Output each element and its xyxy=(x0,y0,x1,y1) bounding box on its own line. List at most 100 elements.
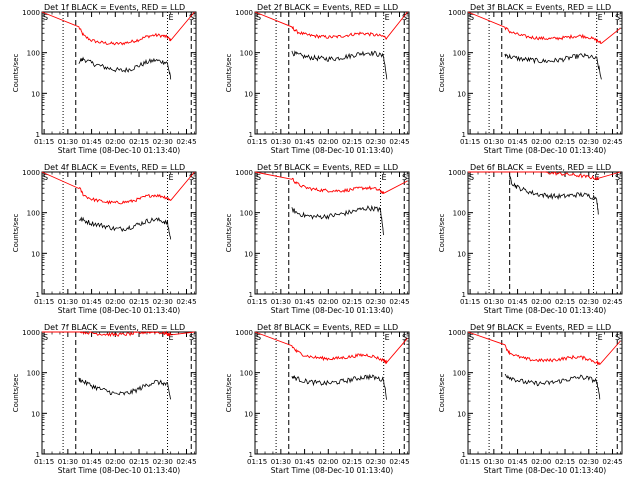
x-tick-label: 02:45 xyxy=(176,298,196,306)
y-axis-label: Counts/sec xyxy=(438,54,446,93)
x-tick-label: 02:30 xyxy=(153,138,173,146)
panel-title: Det 4f BLACK = Events, RED = LLD xyxy=(44,163,185,172)
x-tick-label: 02:00 xyxy=(105,298,125,306)
end-marker-label: E xyxy=(598,13,603,22)
x-axis-label: Start Time (08-Dec-10 01:13:40) xyxy=(484,306,606,315)
panel-title: Det 7f BLACK = Events, RED = LLD xyxy=(44,323,185,332)
x-tick-label: 02:45 xyxy=(389,298,409,306)
series-events-line xyxy=(78,56,172,80)
y-tick-label: 1000 xyxy=(235,329,253,337)
y-tick-label: 1 xyxy=(462,451,466,459)
x-tick-label: 02:00 xyxy=(105,458,125,466)
series-lld-line xyxy=(41,171,195,205)
panel-det-7: Det 7f BLACK = Events, RED = LLD 1 10 100 10… xyxy=(12,323,197,475)
x-axis-label: Start Time (08-Dec-10 01:13:40) xyxy=(271,466,393,475)
plot-frame xyxy=(467,11,623,135)
x-tick-label: 01:15 xyxy=(34,458,54,466)
end-marker-label: E xyxy=(385,333,390,342)
x-axis-label: Start Time (08-Dec-10 01:13:40) xyxy=(58,146,180,155)
y-tick-label: 1000 xyxy=(22,169,40,177)
x-tick-label: 02:15 xyxy=(129,298,149,306)
y-tick-label: 10 xyxy=(457,250,466,258)
y-tick-label: 10 xyxy=(244,250,253,258)
x-tick-label: 01:15 xyxy=(247,138,267,146)
x-tick-label: 01:45 xyxy=(81,298,101,306)
y-tick-label: 10 xyxy=(457,90,466,98)
plot-frame xyxy=(467,331,623,455)
start-marker-label-right: S xyxy=(402,13,407,22)
y-tick-label: 100 xyxy=(27,370,40,378)
panel-title: Det 9f BLACK = Events, RED = LLD xyxy=(470,323,611,332)
series-lld-line xyxy=(467,11,621,45)
start-marker-label-right: S xyxy=(615,13,620,22)
x-tick-label: 01:30 xyxy=(271,458,291,466)
x-tick-label: 01:30 xyxy=(58,138,78,146)
series-events-line xyxy=(291,204,385,236)
plot-frame xyxy=(254,171,410,295)
y-tick-label: 1000 xyxy=(448,329,466,337)
y-tick-label: 1000 xyxy=(448,9,466,17)
y-tick-label: 1 xyxy=(249,451,253,459)
x-tick-label: 01:30 xyxy=(484,298,504,306)
y-tick-label: 10 xyxy=(31,90,40,98)
panel-title: Det 6f BLACK = Events, RED = LLD xyxy=(470,163,611,172)
start-marker-label-right: S xyxy=(189,333,194,342)
panel-title: Det 2f BLACK = Events, RED = LLD xyxy=(257,3,398,12)
x-axis-label: Start Time (08-Dec-10 01:13:40) xyxy=(484,146,606,155)
start-marker-label: S xyxy=(256,173,261,182)
x-tick-label: 02:30 xyxy=(366,458,386,466)
panel-title: Det 8f BLACK = Events, RED = LLD xyxy=(257,323,398,332)
y-tick-label: 1000 xyxy=(22,329,40,337)
x-tick-label: 02:45 xyxy=(602,138,622,146)
x-tick-label: 02:15 xyxy=(129,138,149,146)
series-events-line xyxy=(504,52,602,80)
y-tick-label: 100 xyxy=(453,210,466,218)
x-tick-label: 02:00 xyxy=(105,138,125,146)
end-marker-label: E xyxy=(382,173,387,182)
y-tick-label: 100 xyxy=(240,210,253,218)
y-tick-label: 100 xyxy=(240,370,253,378)
start-marker-label-right: S xyxy=(615,173,620,182)
y-tick-label: 10 xyxy=(457,410,466,418)
end-marker-label: E xyxy=(169,333,174,342)
y-tick-label: 1000 xyxy=(235,169,253,177)
series-events-line xyxy=(291,373,387,400)
x-tick-label: 01:15 xyxy=(247,298,267,306)
y-tick-label: 100 xyxy=(453,50,466,58)
series-lld-line xyxy=(467,331,621,366)
y-tick-label: 1 xyxy=(36,291,40,299)
series-lld-line xyxy=(254,331,408,365)
x-tick-label: 02:00 xyxy=(318,458,338,466)
end-marker-label: E xyxy=(385,13,390,22)
x-tick-label: 02:15 xyxy=(129,458,149,466)
x-tick-label: 02:45 xyxy=(176,138,196,146)
y-tick-label: 100 xyxy=(27,210,40,218)
start-marker-label: S xyxy=(43,13,48,22)
y-tick-label: 100 xyxy=(240,50,253,58)
x-tick-label: 01:30 xyxy=(58,298,78,306)
x-tick-label: 02:30 xyxy=(579,138,599,146)
y-tick-label: 1 xyxy=(36,451,40,459)
x-tick-label: 01:15 xyxy=(34,298,54,306)
y-tick-label: 1000 xyxy=(22,9,40,17)
y-tick-label: 100 xyxy=(453,370,466,378)
panel-det-1: Det 1f BLACK = Events, RED = LLD 1 10 100 10… xyxy=(12,3,197,155)
x-tick-label: 01:45 xyxy=(507,138,527,146)
x-tick-label: 02:45 xyxy=(389,458,409,466)
start-marker-label-right: S xyxy=(402,333,407,342)
x-tick-label: 02:15 xyxy=(342,458,362,466)
panel-det-5: Det 5f BLACK = Events, RED = LLD 1 10 100 10… xyxy=(225,163,410,315)
x-tick-label: 02:45 xyxy=(389,138,409,146)
start-marker-label-right: S xyxy=(189,13,194,22)
x-tick-label: 01:15 xyxy=(460,138,480,146)
y-tick-label: 1 xyxy=(462,291,466,299)
y-axis-label: Counts/sec xyxy=(438,214,446,253)
x-tick-label: 01:45 xyxy=(294,458,314,466)
series-lld-line xyxy=(468,171,621,181)
end-marker-label: E xyxy=(169,173,174,182)
x-tick-label: 02:00 xyxy=(318,138,338,146)
y-axis-label: Counts/sec xyxy=(225,374,233,413)
series-events-line xyxy=(509,175,599,215)
start-marker-label: S xyxy=(43,173,48,182)
